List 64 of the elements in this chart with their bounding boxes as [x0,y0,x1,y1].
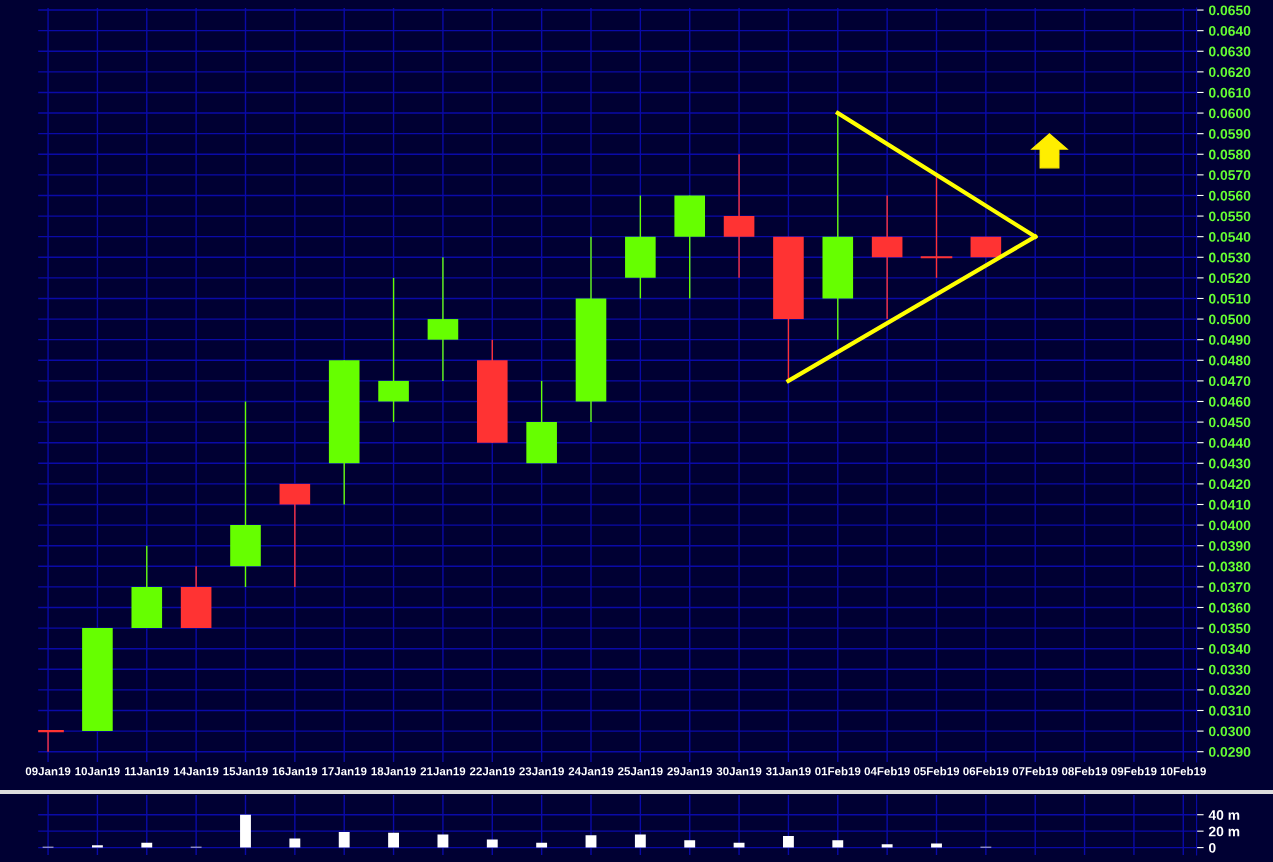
x-tick-label: 22Jan19 [469,767,515,776]
x-tick-label: 09Feb19 [1111,766,1157,776]
y-tick-label: 0.0540 [1208,232,1251,242]
y-tick-label: 0.0570 [1208,170,1251,181]
y-tick-label: 0.0300 [1208,726,1251,737]
y-tick-label: 0.0360 [1208,602,1251,613]
x-tick-label: 07Feb19 [1012,766,1058,776]
y-tick-label: 0.0310 [1208,705,1251,716]
x-tick-label: 09Jan19 [25,767,71,776]
y-tick-label: 0.0460 [1208,396,1251,407]
y-tick-label: 0.0620 [1208,67,1251,78]
x-tick-label: 11Jan19 [125,767,169,776]
y-tick-label: 0.0480 [1208,355,1251,366]
y-tick-label: 0.0490 [1208,335,1251,345]
x-tick-label: 21Jan19 [420,767,466,776]
y-tick-label: 0.0550 [1208,211,1251,222]
y-tick-label: 0.0640 [1208,26,1251,36]
y-tick-label: 0.0650 [1208,5,1251,16]
x-tick-label: 10Feb19 [1160,766,1206,776]
x-tick-label: 01Feb19 [815,766,861,776]
x-tick-label: 06Feb19 [963,766,1009,776]
x-tick-label: 14Jan19 [174,767,219,776]
y-tick-label: 0.0600 [1208,108,1251,119]
x-tick-label: 16Jan19 [272,767,318,776]
y-tick-label: 0.0340 [1208,644,1251,654]
y-tick-label: 0.0400 [1208,520,1251,531]
y-tick-label: 0.0430 [1208,458,1251,469]
x-tick-label: 18Jan19 [371,767,416,776]
y-tick-label: 0.0520 [1208,273,1251,284]
y-tick-label: 0.0560 [1208,190,1251,201]
y-tick-label: 0.0420 [1208,479,1251,490]
y-tick-label: 0.0320 [1208,685,1251,696]
x-tick-label: 29Jan19 [667,767,713,776]
y-tick-label: 20 m [1208,826,1240,837]
x-tick-label: 23Jan19 [519,767,564,776]
x-tick-label: 30Jan19 [716,767,762,776]
y-tick-label: 0.0470 [1208,376,1251,387]
y-tick-label: 0.0390 [1208,541,1251,551]
y-tick-label: 0.0350 [1208,623,1251,634]
x-tick-label: 08Feb19 [1061,766,1108,776]
y-tick-label: 0.0440 [1208,438,1251,448]
y-tick-label: 0.0610 [1208,87,1251,98]
y-tick-label: 0.0530 [1208,252,1251,263]
x-tick-label: 05Feb19 [913,766,960,776]
x-tick-label: 04Feb19 [864,766,910,776]
y-tick-label: 0.0370 [1208,582,1251,593]
x-tick-label: 25Jan19 [618,767,663,776]
y-tick-label: 0.0410 [1208,499,1251,510]
x-tick-label: 17Jan19 [322,767,367,776]
y-tick-label: 0 [1208,842,1216,853]
y-tick-label: 0.0630 [1208,46,1251,57]
y-tick-label: 0.0380 [1208,561,1251,572]
y-tick-label: 0.0290 [1208,747,1251,757]
y-tick-label: 0.0590 [1208,129,1251,139]
x-tick-label: 15Jan19 [223,767,268,776]
x-tick-label: 24Jan19 [568,767,614,776]
x-tick-label: 10Jan19 [75,767,120,776]
x-tick-label: 31Jan19 [765,767,811,776]
y-tick-label: 0.0500 [1208,314,1251,325]
y-tick-label: 0.0580 [1208,149,1251,160]
y-tick-label: 0.0330 [1208,664,1251,675]
y-tick-label: 40 m [1208,810,1240,820]
y-tick-label: 0.0450 [1208,417,1251,428]
y-tick-label: 0.0510 [1208,293,1251,304]
